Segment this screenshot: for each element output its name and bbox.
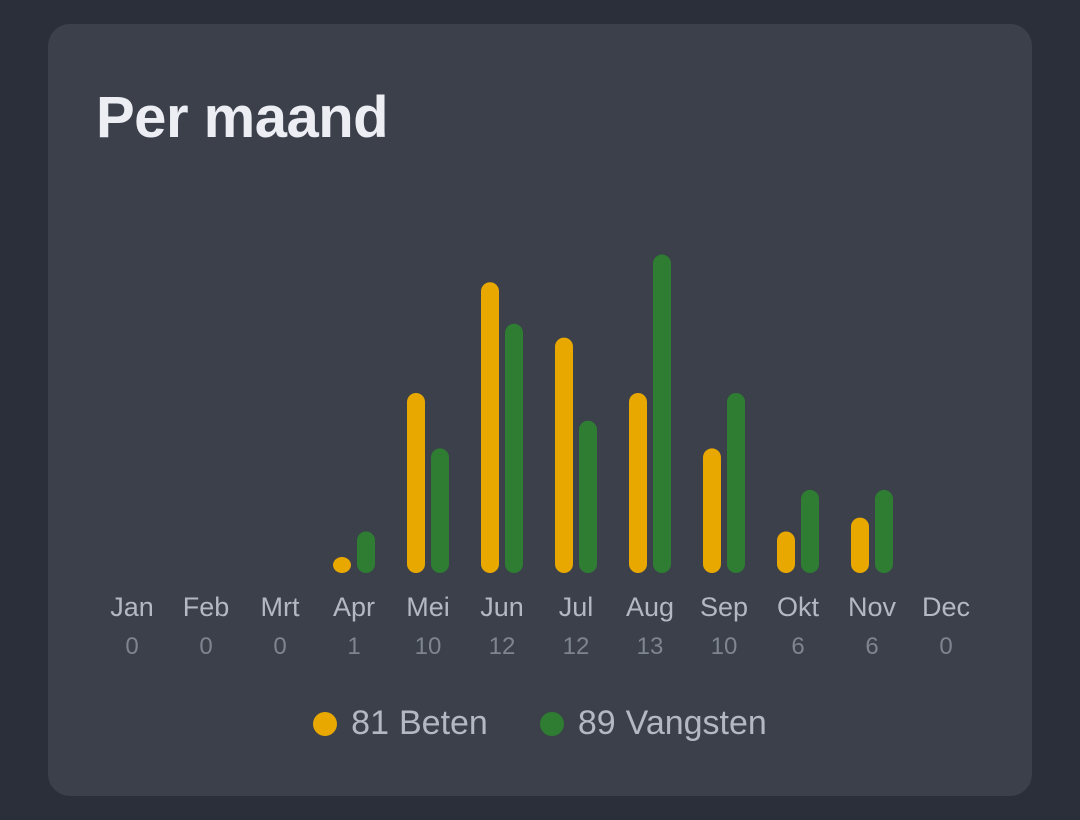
legend-count-vangsten: 89 (577, 704, 616, 742)
month-label-feb: Feb (183, 592, 230, 622)
month-label-jan: Jan (110, 592, 154, 622)
month-label-jun: Jun (480, 592, 524, 622)
bar-beten-mei (407, 393, 425, 573)
chart-legend: 81 Beten 89 Vangsten (48, 704, 1032, 743)
legend-label-vangsten: Vangsten (625, 704, 767, 742)
month-label-okt: Okt (777, 592, 820, 622)
month-count-apr: 1 (347, 633, 360, 660)
month-label-mrt: Mrt (261, 592, 300, 622)
month-count-jul: 12 (563, 633, 590, 660)
monthly-chart-card: Per maand Jan 0 Feb 0 Mrt 0 Apr 1 Mei 10 Jun 12 Jul 1… (48, 24, 1032, 796)
bar-vangsten-apr (357, 531, 375, 573)
month-count-mei: 10 (415, 633, 442, 660)
legend-item-vangsten: 89 Vangsten (539, 704, 767, 743)
month-count-feb: 0 (199, 633, 212, 660)
month-count-sep: 10 (711, 633, 738, 660)
bar-vangsten-aug (653, 254, 671, 574)
bar-beten-nov (851, 517, 869, 573)
bar-beten-jul (555, 337, 573, 573)
monthly-bar-chart: Jan 0 Feb 0 Mrt 0 Apr 1 Mei 10 Jun 12 Jul 12 Aug 13 Sep 1… (110, 254, 970, 660)
legend-label-beten: Beten (398, 704, 488, 742)
month-label-jul: Jul (559, 592, 594, 622)
bar-vangsten-jun (505, 323, 523, 573)
bar-vangsten-jul (579, 420, 597, 573)
month-label-sep: Sep (700, 592, 748, 622)
month-label-dec: Dec (922, 592, 970, 622)
month-count-dec: 0 (939, 633, 952, 660)
month-label-aug: Aug (626, 592, 674, 622)
month-label-mei: Mei (406, 592, 450, 622)
month-label-apr: Apr (333, 592, 375, 622)
legend-dot-vangsten (539, 711, 564, 736)
legend-count-beten: 81 (351, 704, 389, 742)
month-count-mrt: 0 (273, 633, 286, 660)
bar-beten-apr (333, 557, 351, 573)
month-count-aug: 13 (637, 633, 664, 660)
bar-beten-aug (629, 393, 647, 573)
bar-vangsten-sep (727, 393, 745, 573)
month-count-okt: 6 (791, 633, 804, 660)
bar-vangsten-okt (801, 489, 819, 573)
bar-beten-sep (703, 448, 721, 573)
month-label-nov: Nov (848, 592, 897, 622)
bar-vangsten-mei (431, 448, 449, 573)
legend-item-beten: 81 Beten (313, 704, 488, 743)
bar-beten-okt (777, 531, 795, 573)
month-count-nov: 6 (865, 633, 878, 660)
bar-vangsten-nov (875, 489, 893, 573)
bar-beten-jun (481, 282, 499, 573)
month-count-jun: 12 (489, 633, 516, 660)
month-count-jan: 0 (125, 633, 138, 660)
card-title: Per maand (96, 85, 389, 150)
legend-dot-beten (313, 711, 338, 736)
